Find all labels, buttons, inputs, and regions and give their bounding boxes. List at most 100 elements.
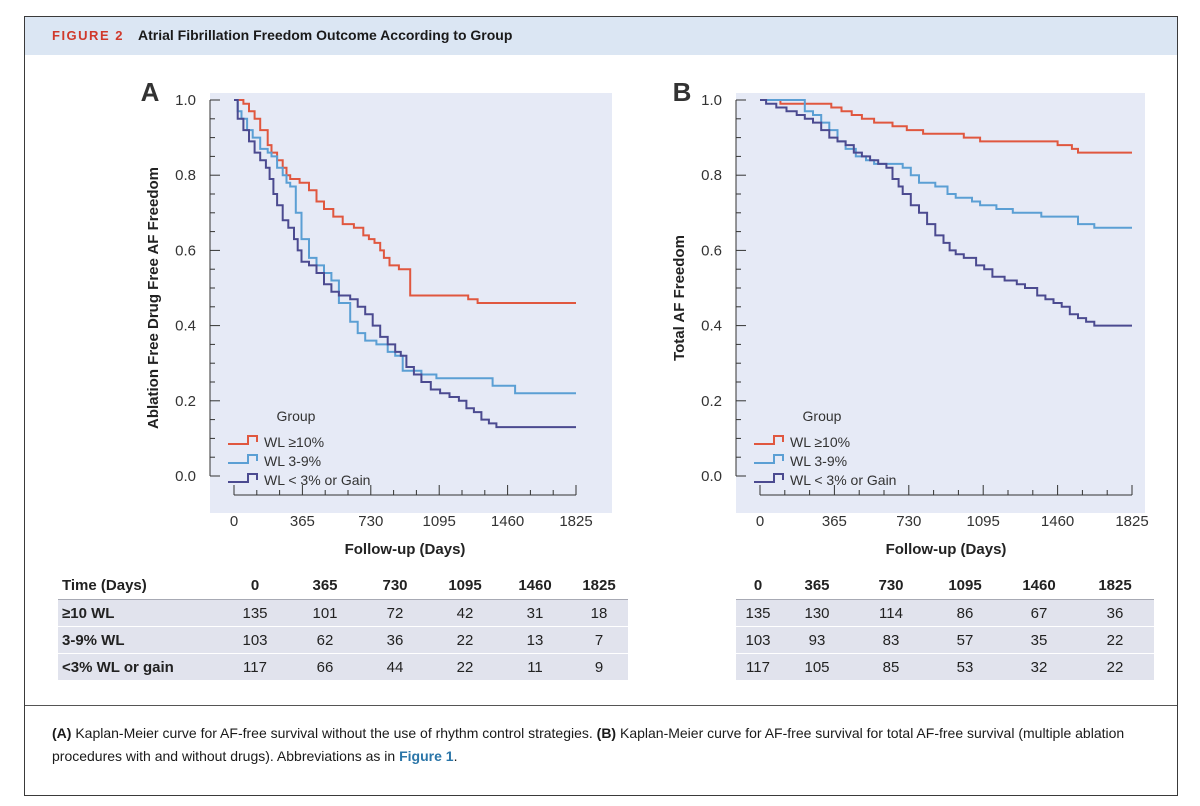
x-tick-label: 365 [822,513,847,530]
risk-table-a: Time (Days) 0 365 730 1095 1460 1825 ≥10… [58,572,628,680]
cell: 135 [736,599,780,627]
legend-label: WL ≥10% [790,434,850,450]
legend-label: WL 3-9% [264,453,321,469]
caption-a-label: (A) [52,725,72,741]
x-axis-title: Follow-up (Days) [886,541,1007,558]
header-cell: 1460 [500,572,570,600]
table-row: 117 105 85 53 32 22 [736,653,1154,680]
header-cell: 1825 [570,572,628,600]
series-line [234,99,576,395]
cell: 53 [928,653,1002,680]
header-cell: 1095 [430,572,500,600]
legend-swatch [754,473,784,483]
x-tick-label: 1095 [967,513,1000,530]
legend-label: WL < 3% or Gain [790,472,896,488]
cell: 93 [780,626,854,654]
risk-table-a-header: Time (Days) 0 365 730 1095 1460 1825 [58,572,628,600]
header-cell: 1825 [1076,572,1154,600]
cell: 105 [780,653,854,680]
cell: 72 [360,599,430,627]
y-tick-label: 1.0 [175,92,196,109]
header-cell: 1095 [928,572,1002,600]
figure-header [25,17,1177,55]
panel-label: A [141,77,160,107]
legend-swatch [228,454,258,464]
table-row: 103 93 83 57 35 22 [736,626,1154,654]
y-tick-label: 0.2 [701,393,722,410]
caption-b-text: Kaplan-Meier curve for AF-free survival … [52,725,1125,764]
x-tick-label: 730 [896,513,921,530]
cell: 22 [1076,653,1154,680]
legend-label: WL 3-9% [790,453,847,469]
cell: 9 [570,653,628,680]
cell: 35 [1002,626,1076,654]
legend-swatch [754,435,784,445]
y-axis-title: Ablation Free Drug Free AF Freedom [145,167,162,429]
x-tick-label: 1460 [491,513,524,530]
cell: 117 [220,653,290,680]
x-tick-label: 0 [756,513,764,530]
cell: 11 [500,653,570,680]
series-line [760,99,1132,154]
cell: 31 [500,599,570,627]
cell: 101 [290,599,360,627]
y-tick-label: 0.6 [175,242,196,259]
cell: 22 [1076,626,1154,654]
header-cell: 0 [220,572,290,600]
figure-number: FIGURE 2 [52,28,124,43]
table-row: 3-9% WL 103 62 36 22 13 7 [58,626,628,654]
cell: 32 [1002,653,1076,680]
series-line [760,99,1132,229]
panel-b: 0.0 0.2 0.4 0.6 0.8 1.0 0 365 730 1095 1460 1825 Fol… [671,77,1149,558]
series-line [234,99,576,429]
cell: 36 [1076,599,1154,627]
caption-b-label: (B) [596,725,617,741]
y-tick-label: 0.4 [175,318,196,335]
plot-area [736,93,1145,513]
cell: 22 [430,626,500,654]
legend-swatch [228,435,258,445]
x-tick-label: 0 [230,513,238,530]
table-row: 135 130 114 86 67 36 [736,599,1154,627]
x-tick-label: 1825 [1115,513,1148,530]
risk-table-b-header: 0 365 730 1095 1460 1825 [736,572,1154,600]
legend-label: WL ≥10% [264,434,324,450]
legend-swatch [228,473,258,483]
cell: 83 [854,626,928,654]
panel-label: B [673,77,692,107]
y-tick-label: 1.0 [701,92,722,109]
x-tick-label: 1095 [423,513,456,530]
x-axis-title: Follow-up (Days) [345,541,466,558]
series-line [760,99,1132,327]
caption-a-text: Kaplan-Meier curve for AF-free survival … [71,725,597,741]
header-cell: 730 [360,572,430,600]
x-tick-label: 365 [290,513,315,530]
caption-end: . [453,748,458,764]
caption-divider [25,705,1177,706]
figure-caption: (A) Kaplan-Meier curve for AF-free survi… [52,722,1162,768]
cell: 135 [220,599,290,627]
y-tick-label: 0.2 [175,393,196,410]
x-tick-label: 1825 [559,513,592,530]
row-label: <3% WL or gain [58,653,220,680]
cell: 22 [430,653,500,680]
panel-a: 0.0 0.2 0.4 0.6 0.8 1.0 0 365 730 1095 1460 1825 Fol… [141,77,612,558]
cell: 44 [360,653,430,680]
header-cell: 365 [780,572,854,600]
header-cell: 1460 [1002,572,1076,600]
cell: 66 [290,653,360,680]
legend-title: Group [277,408,316,424]
table-row: ≥10 WL 135 101 72 42 31 18 [58,599,628,627]
series-line [234,99,576,304]
row-label: 3-9% WL [58,626,220,654]
row-label: ≥10 WL [58,599,220,627]
figure-1-link[interactable]: Figure 1 [399,748,454,764]
header-cell: 730 [854,572,928,600]
y-tick-label: 0.6 [701,242,722,259]
legend-swatch [754,454,784,464]
y-tick-label: 0.8 [175,167,196,184]
risk-table-b: 0 365 730 1095 1460 1825 135 130 114 86 … [736,572,1154,680]
y-axis-title: Total AF Freedom [671,235,688,361]
x-tick-label: 730 [358,513,383,530]
cell: 7 [570,626,628,654]
